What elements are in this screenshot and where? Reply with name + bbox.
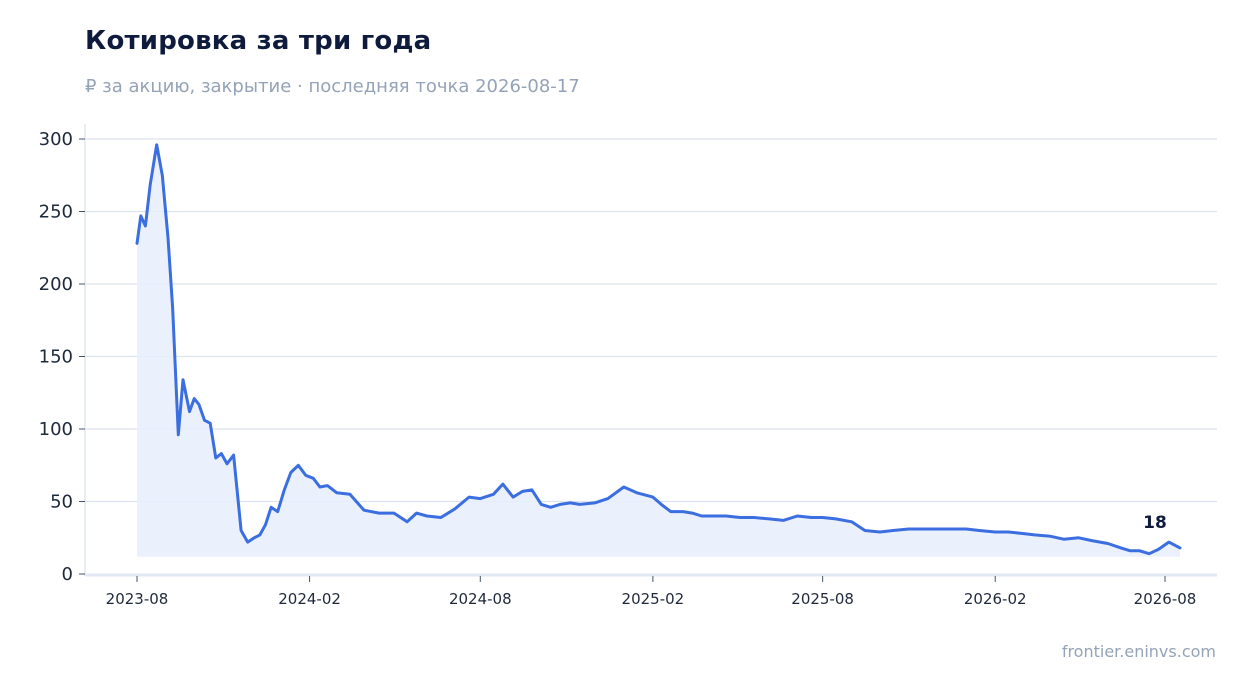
source-credit: frontier.eninvs.com [1061, 642, 1216, 661]
x-tick-label: 2026-02 [964, 590, 1027, 608]
y-tick-label: 50 [50, 492, 73, 513]
y-axis: 0 50 100 150 200 250 300 [39, 129, 85, 585]
x-tick-label: 2023-08 [106, 590, 169, 608]
price-line [135, 143, 1182, 556]
y-tick-label: 250 [39, 202, 73, 223]
last-value-label: 18 [1143, 513, 1167, 533]
y-tick-label: 150 [39, 347, 73, 368]
x-tick-label: 2024-08 [449, 590, 512, 608]
y-tick-label: 200 [39, 274, 73, 295]
y-tick-label: 0 [62, 564, 73, 585]
x-tick-label: 2025-02 [622, 590, 685, 608]
chart-title: Котировка за три года [85, 26, 432, 56]
x-axis: 2023-08 2024-02 2024-08 2025-02 2025-08 2026-… [106, 576, 1197, 608]
x-tick-label: 2026-08 [1134, 590, 1197, 608]
price-area-fill [137, 144, 1180, 557]
x-tick-label: 2025-08 [791, 590, 854, 608]
y-tick-label: 300 [39, 129, 73, 150]
grid-lines [85, 138, 1217, 503]
y-tick-label: 100 [39, 419, 73, 440]
chart-subtitle: ₽ за акцию, закрытие · последняя точка 2… [85, 76, 580, 97]
x-tick-label: 2024-02 [278, 590, 341, 608]
